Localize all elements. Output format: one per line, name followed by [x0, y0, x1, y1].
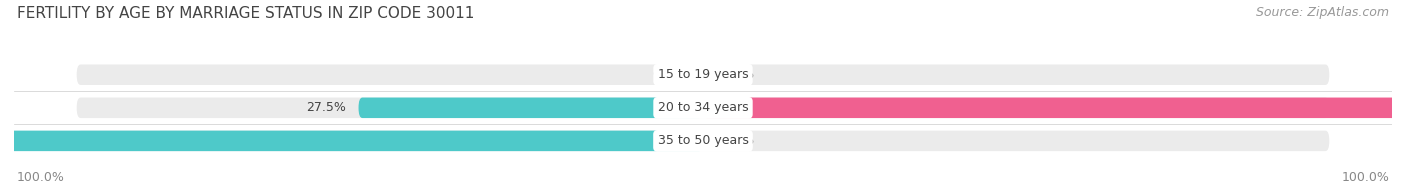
Text: 0.0%: 0.0% [652, 68, 685, 81]
Text: FERTILITY BY AGE BY MARRIAGE STATUS IN ZIP CODE 30011: FERTILITY BY AGE BY MARRIAGE STATUS IN Z… [17, 6, 474, 21]
Text: 0.0%: 0.0% [721, 68, 754, 81]
FancyBboxPatch shape [77, 98, 1329, 118]
FancyBboxPatch shape [77, 131, 1329, 151]
FancyBboxPatch shape [703, 98, 1406, 118]
Text: 20 to 34 years: 20 to 34 years [658, 101, 748, 114]
FancyBboxPatch shape [0, 131, 703, 151]
Text: 100.0%: 100.0% [1341, 171, 1389, 184]
Text: Source: ZipAtlas.com: Source: ZipAtlas.com [1256, 6, 1389, 19]
Text: 15 to 19 years: 15 to 19 years [658, 68, 748, 81]
Text: 100.0%: 100.0% [17, 171, 65, 184]
Text: 27.5%: 27.5% [307, 101, 346, 114]
Text: 0.0%: 0.0% [721, 134, 754, 147]
FancyBboxPatch shape [77, 64, 1329, 85]
Text: 35 to 50 years: 35 to 50 years [658, 134, 748, 147]
FancyBboxPatch shape [359, 98, 703, 118]
